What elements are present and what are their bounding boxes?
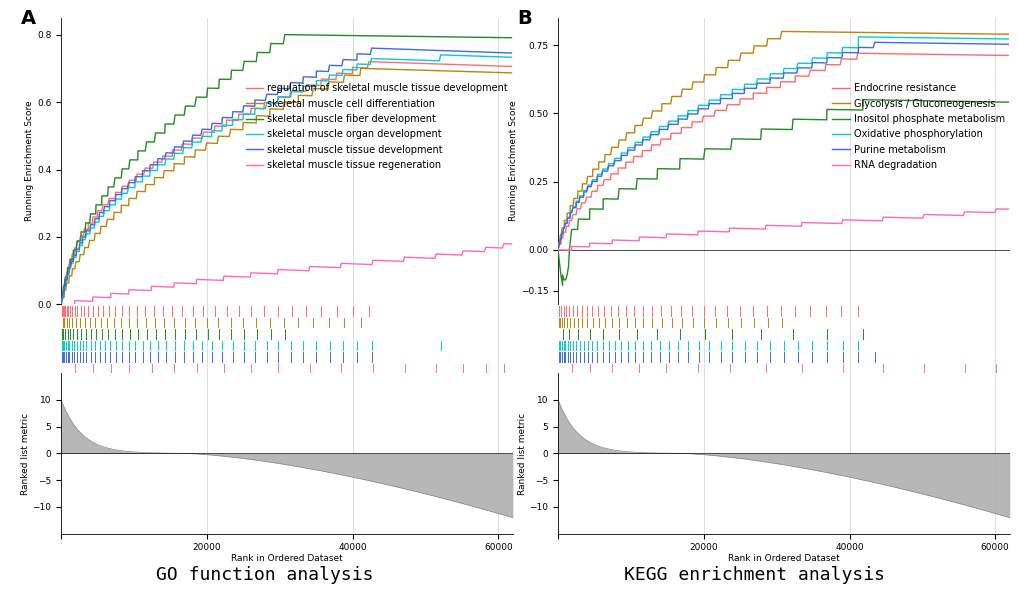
Legend: Endocrine resistance, Glycolysis / Gluconeogenesis, Inositol phosphate metabolis: Endocrine resistance, Glycolysis / Gluco… [832,84,1004,170]
X-axis label: Rank in Ordered Dataset: Rank in Ordered Dataset [231,554,342,563]
Y-axis label: Ranked list metric: Ranked list metric [20,412,30,495]
Text: B: B [517,9,532,28]
X-axis label: Rank in Ordered Dataset: Rank in Ordered Dataset [728,554,839,563]
Text: KEGG enrichment analysis: KEGG enrichment analysis [624,566,884,584]
Y-axis label: Ranked list metric: Ranked list metric [517,412,526,495]
Y-axis label: Running Enrichment Score: Running Enrichment Score [25,101,35,221]
Y-axis label: Running Enrichment Score: Running Enrichment Score [508,101,518,221]
Text: A: A [20,9,36,28]
Legend: regulation of skeletal muscle tissue development, skeletal muscle cell different: regulation of skeletal muscle tissue dev… [246,84,507,170]
Text: GO function analysis: GO function analysis [156,566,374,584]
